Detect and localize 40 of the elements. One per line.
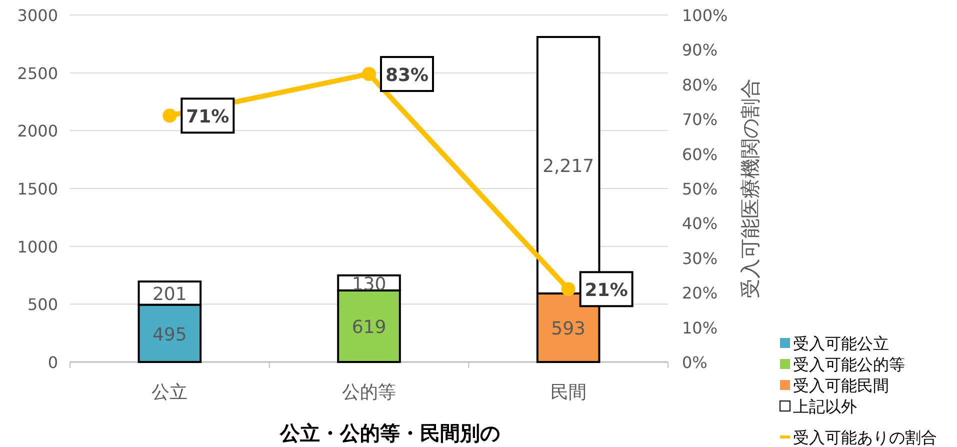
data-label: 495 xyxy=(152,324,187,346)
data-label: 2,217 xyxy=(542,156,594,178)
legend-label: 受入可能公的等 xyxy=(793,355,905,374)
y2-tick-label: 100% xyxy=(682,6,728,25)
legend-label: 受入可能民間 xyxy=(793,376,889,395)
legend-label: 上記以外 xyxy=(793,397,857,416)
y2-tick-label: 20% xyxy=(682,284,718,303)
y-tick-label: 1000 xyxy=(17,237,58,256)
y2-axis-title: 受入可能医療機関の割合 xyxy=(738,78,762,298)
y-tick-label: 0 xyxy=(48,353,58,372)
y-tick-label: 3000 xyxy=(17,6,58,25)
data-label: 83% xyxy=(385,64,429,86)
data-label: 201 xyxy=(152,284,187,306)
data-label: 593 xyxy=(551,318,586,340)
x-tick-label: 民間 xyxy=(550,382,586,403)
data-label: 21% xyxy=(584,280,628,302)
point xyxy=(561,282,576,296)
y2-tick-label: 0% xyxy=(682,353,708,372)
point xyxy=(362,66,376,81)
x-tick-label: 公的等 xyxy=(342,382,396,403)
data-label: 619 xyxy=(352,317,386,338)
y2-tick-label: 30% xyxy=(682,248,718,268)
y-tick-label: 2000 xyxy=(17,122,58,141)
y2-tick-label: 60% xyxy=(682,144,718,164)
x-tick-label: 公立 xyxy=(152,382,188,403)
legend-label: 受入可能公立 xyxy=(793,334,889,353)
y-tick-label: 1500 xyxy=(17,180,58,198)
y2-tick-label: 80% xyxy=(682,75,718,94)
y2-tick-label: 10% xyxy=(682,318,718,338)
point xyxy=(162,108,177,123)
text: 公立・公的等・民間別の xyxy=(279,421,500,445)
y-tick-label: 2500 xyxy=(17,64,58,83)
y-tick-label: 500 xyxy=(27,295,58,314)
y2-tick-label: 70% xyxy=(682,110,718,130)
y2-tick-label: 40% xyxy=(682,214,718,234)
legend-label: 受入可能ありの割合 xyxy=(793,428,937,447)
data-label: 130 xyxy=(352,274,386,295)
y2-tick-label: 50% xyxy=(682,180,718,198)
y2-tick-label: 90% xyxy=(682,40,718,60)
data-label: 71% xyxy=(186,106,230,128)
